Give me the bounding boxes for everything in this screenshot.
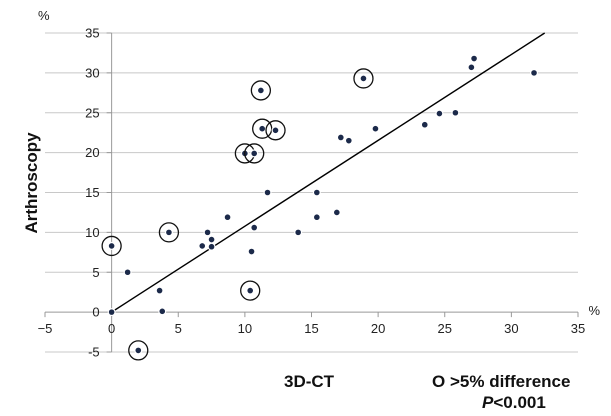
data-point	[223, 213, 232, 222]
data-point	[207, 242, 216, 251]
data-point	[263, 188, 272, 197]
data-point	[107, 308, 116, 317]
data-point	[250, 223, 259, 232]
x-tick-label: 15	[304, 321, 318, 336]
data-point	[332, 208, 341, 217]
data-point	[359, 74, 368, 83]
data-point	[107, 241, 116, 250]
p-value-label: <0.001	[493, 393, 545, 412]
y-tick-label: 5	[92, 265, 99, 280]
data-point	[198, 241, 207, 250]
gridlines	[45, 32, 578, 353]
data-point	[435, 109, 444, 118]
data-point	[271, 126, 280, 135]
x-tick-label: 25	[438, 321, 452, 336]
x-tick-label: 35	[571, 321, 585, 336]
x-axis-title: 3D-CT	[284, 372, 335, 391]
y-tick-label: 35	[85, 26, 99, 41]
y-tick-label: 30	[85, 65, 99, 80]
y-axis-title: Arthroscopy	[22, 132, 41, 234]
y-tick-label: 15	[85, 185, 99, 200]
x-tick-label: 0	[108, 321, 115, 336]
data-point	[371, 124, 380, 133]
difference-ring	[240, 280, 261, 301]
x-tick-label: −5	[38, 321, 53, 336]
difference-ring	[353, 68, 374, 89]
difference-ring	[265, 120, 286, 141]
y-tick-label: 25	[85, 105, 99, 120]
data-point	[164, 228, 173, 237]
trend-line	[111, 32, 546, 313]
y-tick-label: 10	[85, 225, 99, 240]
data-point	[451, 108, 460, 117]
data-points	[101, 54, 539, 361]
data-point	[312, 213, 321, 222]
x-tick-label: 30	[504, 321, 518, 336]
difference-ring	[101, 235, 122, 257]
data-point	[123, 268, 132, 277]
data-point	[246, 286, 255, 295]
difference-ring	[128, 340, 149, 361]
legend-symbol: O	[432, 372, 445, 391]
difference-ring	[252, 118, 273, 139]
data-point	[247, 247, 256, 256]
y-unit-label: %	[38, 8, 50, 23]
difference-ring	[244, 143, 265, 164]
data-point	[420, 120, 429, 129]
data-point	[258, 124, 267, 133]
p-value-symbol: P	[482, 393, 494, 412]
y-tick-label: 0	[92, 305, 99, 320]
data-point	[207, 235, 216, 244]
data-point	[158, 307, 167, 316]
y-tick-label: -5	[88, 345, 100, 360]
difference-ring	[250, 80, 272, 101]
data-point	[344, 136, 353, 145]
y-tick-label: 20	[85, 145, 99, 160]
data-point	[256, 86, 265, 95]
tick-labels: -5 0 5 10 15 20 25 30 35 −5 0 5 10 15 20 25 30 35	[38, 26, 586, 360]
data-point	[312, 188, 321, 197]
p-value-text: P<0.001	[482, 393, 546, 412]
data-point	[155, 286, 164, 295]
legend-label: >5% difference	[450, 372, 570, 391]
data-point	[134, 346, 143, 355]
data-point	[336, 133, 345, 142]
data-point	[250, 149, 259, 158]
x-tick-label: 10	[238, 321, 252, 336]
data-point	[467, 63, 476, 72]
x-unit-label: %	[588, 303, 600, 318]
data-point	[294, 228, 303, 237]
legend-text: O >5% difference	[432, 372, 570, 391]
data-point	[530, 68, 539, 77]
x-tick-label: 20	[371, 321, 385, 336]
difference-ring	[158, 222, 180, 243]
data-point	[470, 54, 479, 63]
data-point	[203, 228, 212, 237]
x-tick-label: 5	[175, 321, 182, 336]
